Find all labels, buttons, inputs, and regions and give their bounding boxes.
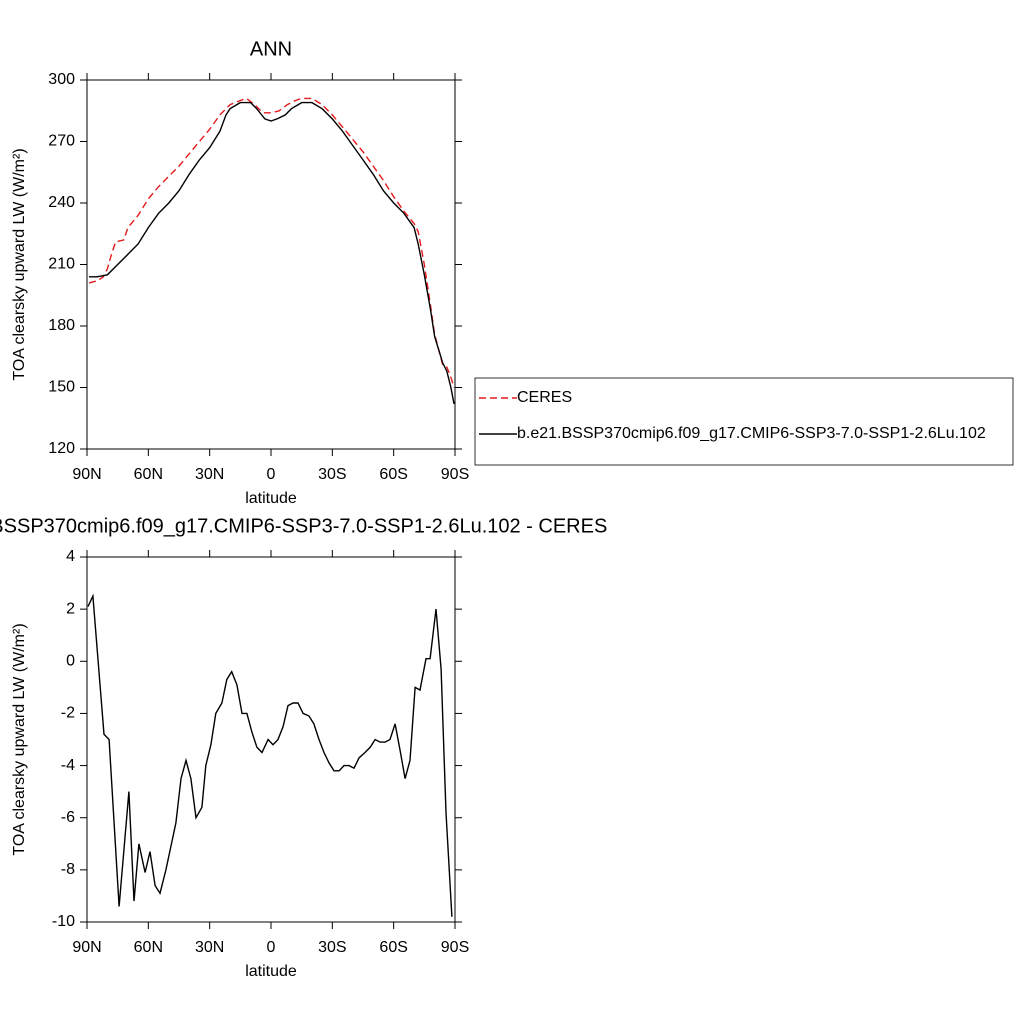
data-line (87, 593, 453, 917)
y-tick-label: -10 (52, 913, 75, 930)
chart-title: b.e21.BSSP370cmip6.f09_g17.CMIP6-SSP3-7.… (0, 515, 607, 537)
y-tick-label: 0 (66, 653, 75, 670)
plot-frame (86, 556, 456, 923)
y-tick-label: -2 (61, 705, 75, 722)
x-tick-label: 0 (267, 466, 276, 483)
y-tick-label: 270 (48, 133, 75, 150)
x-tick-label: 30S (318, 939, 346, 956)
y-tick-label: 150 (48, 379, 75, 396)
y-tick-label: 210 (48, 256, 75, 273)
x-tick-label: 30S (318, 466, 346, 483)
legend-label: b.e21.BSSP370cmip6.f09_g17.CMIP6-SSP3-7.… (517, 425, 986, 442)
x-tick-label: 0 (267, 939, 276, 956)
data-line (89, 101, 455, 405)
x-tick-label: 90S (441, 939, 469, 956)
legend-label: CERES (517, 389, 572, 406)
chart-title: ANN (250, 38, 292, 60)
y-axis-label: TOA clearsky upward LW (W/m²) (11, 623, 28, 855)
x-axis-label: latitude (245, 963, 297, 980)
y-tick-label: 240 (48, 194, 75, 211)
y-tick-label: -8 (61, 861, 75, 878)
y-tick-label: 2 (66, 600, 75, 617)
x-axis-label: latitude (245, 490, 297, 507)
y-tick-label: 300 (48, 71, 75, 88)
y-axis-label: TOA clearsky upward LW (W/m²) (11, 148, 28, 380)
x-tick-label: 60N (134, 466, 163, 483)
x-tick-label: 30N (195, 466, 224, 483)
y-tick-label: 120 (48, 440, 75, 457)
x-tick-label: 90N (72, 466, 101, 483)
y-tick-label: -6 (61, 809, 75, 826)
x-tick-label: 30N (195, 939, 224, 956)
legend-box (474, 377, 1014, 466)
y-tick-label: 180 (48, 317, 75, 334)
x-tick-label: 90N (72, 939, 101, 956)
data-line (88, 97, 455, 388)
y-tick-label: -4 (61, 757, 75, 774)
plot-frame (86, 79, 456, 450)
x-tick-label: 90S (441, 466, 469, 483)
x-tick-label: 60S (379, 466, 407, 483)
x-tick-label: 60S (379, 939, 407, 956)
y-tick-label: 4 (66, 548, 75, 565)
x-tick-label: 60N (134, 939, 163, 956)
